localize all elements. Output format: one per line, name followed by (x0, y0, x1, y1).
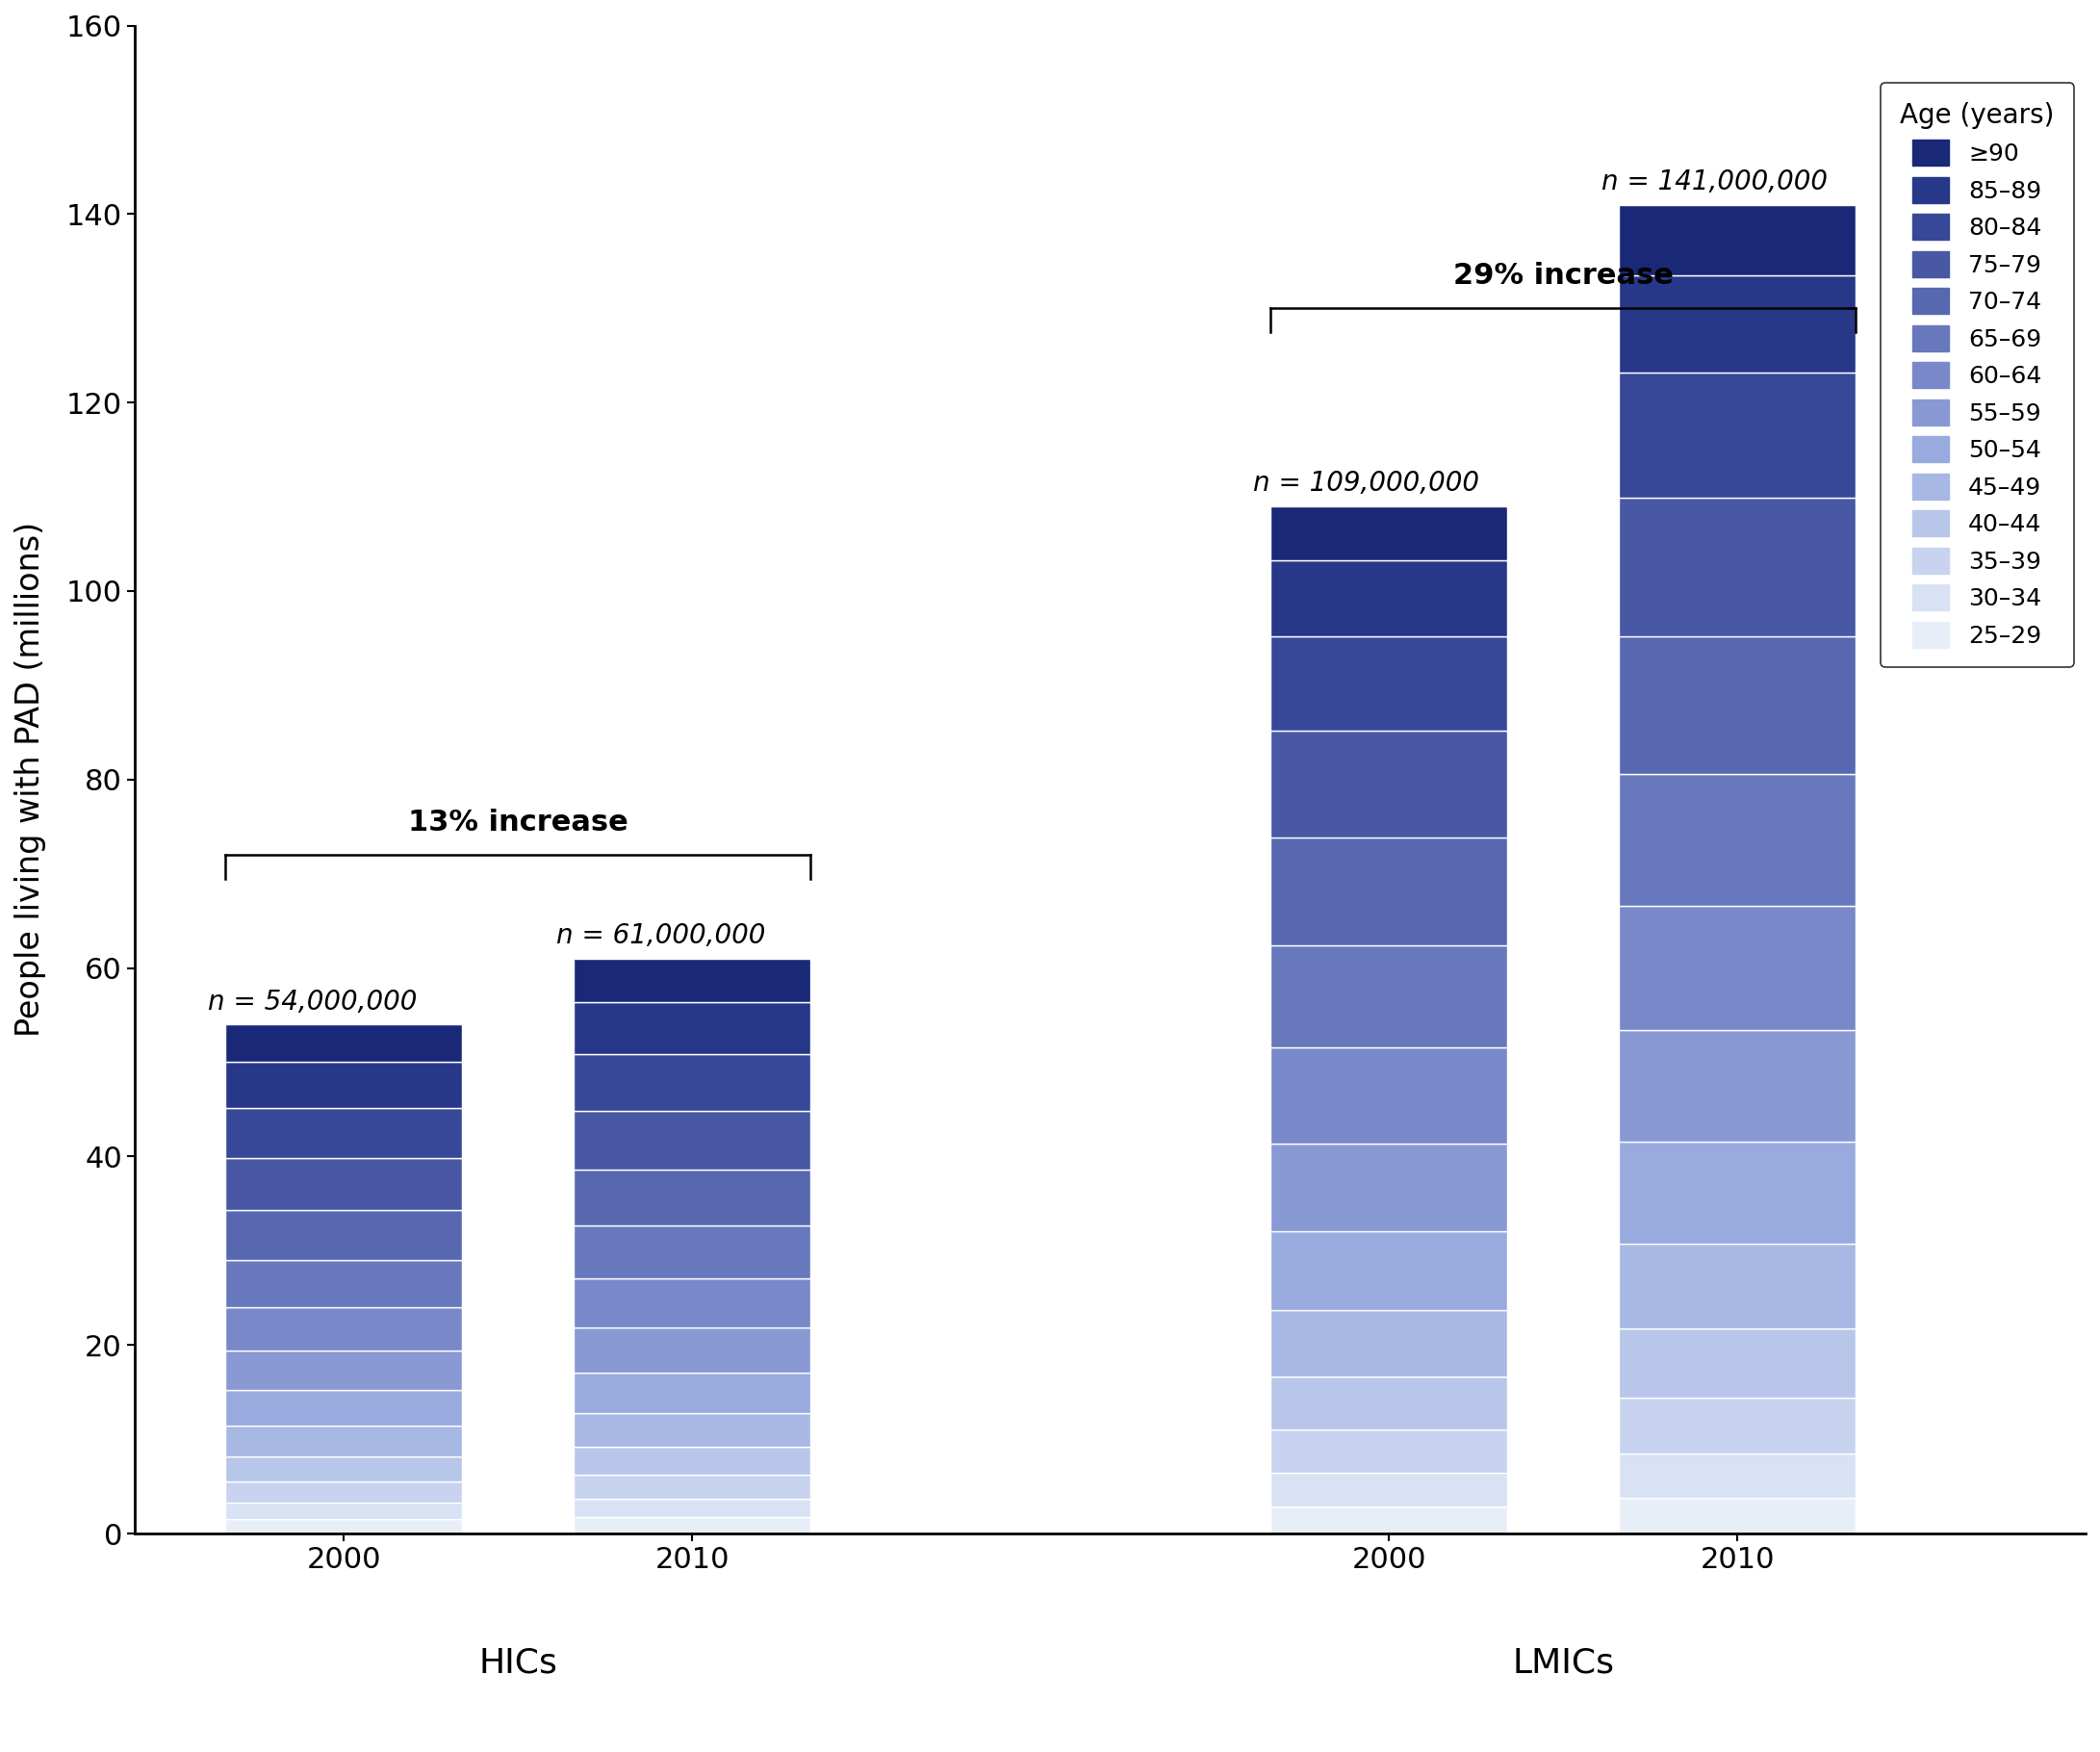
Text: HICs: HICs (479, 1647, 556, 1680)
Bar (1270, 731, 1508, 837)
Bar (225, 1307, 462, 1351)
Text: 29% increase: 29% increase (1453, 261, 1674, 289)
Bar (225, 1211, 462, 1260)
Bar (573, 1447, 811, 1475)
Text: n = 61,000,000: n = 61,000,000 (556, 922, 766, 950)
Bar (225, 1519, 462, 1533)
Bar (1270, 1232, 1508, 1310)
Bar (1619, 205, 1856, 275)
Bar (1619, 1244, 1856, 1328)
Bar (1270, 1144, 1508, 1232)
Bar (573, 1372, 811, 1412)
Bar (573, 1225, 811, 1279)
Bar (1619, 774, 1856, 906)
Bar (1619, 498, 1856, 636)
Bar (1619, 1142, 1856, 1244)
Bar (225, 1107, 462, 1158)
Bar (225, 1158, 462, 1211)
Text: n = 141,000,000: n = 141,000,000 (1602, 168, 1827, 194)
Bar (225, 1062, 462, 1107)
Bar (573, 1517, 811, 1533)
Bar (225, 1351, 462, 1391)
Bar (1270, 561, 1508, 636)
Bar (1619, 906, 1856, 1030)
Bar (1619, 1498, 1856, 1533)
Bar (1270, 944, 1508, 1048)
Text: 13% increase: 13% increase (407, 808, 628, 836)
Bar (1270, 1507, 1508, 1533)
Y-axis label: People living with PAD (millions): People living with PAD (millions) (15, 522, 46, 1037)
Bar (1619, 1454, 1856, 1498)
Bar (1270, 1430, 1508, 1473)
Legend: ≥90, 85–89, 80–84, 75–79, 70–74, 65–69, 60–64, 55–59, 50–54, 45–49, 40–44, 35–39: ≥90, 85–89, 80–84, 75–79, 70–74, 65–69, … (1882, 82, 2073, 668)
Bar (1270, 1473, 1508, 1507)
Text: LMICs: LMICs (1512, 1647, 1615, 1680)
Text: n = 54,000,000: n = 54,000,000 (208, 988, 418, 1014)
Bar (225, 1391, 462, 1426)
Bar (573, 1111, 811, 1170)
Bar (573, 1170, 811, 1225)
Bar (1619, 373, 1856, 498)
Bar (1619, 1030, 1856, 1142)
Bar (1270, 636, 1508, 731)
Bar (1619, 636, 1856, 774)
Bar (225, 1482, 462, 1503)
Bar (1270, 506, 1508, 561)
Bar (1619, 1328, 1856, 1398)
Bar (1270, 1377, 1508, 1430)
Bar (573, 1498, 811, 1517)
Bar (225, 1260, 462, 1307)
Bar (225, 1426, 462, 1456)
Bar (225, 1456, 462, 1482)
Bar (1270, 1048, 1508, 1144)
Bar (1270, 1310, 1508, 1377)
Bar (573, 958, 811, 1002)
Bar (573, 1412, 811, 1447)
Text: n = 109,000,000: n = 109,000,000 (1254, 470, 1478, 498)
Bar (1270, 837, 1508, 944)
Bar (225, 1503, 462, 1519)
Bar (573, 1002, 811, 1053)
Bar (573, 1053, 811, 1111)
Bar (1619, 275, 1856, 373)
Bar (225, 1025, 462, 1062)
Bar (1619, 1398, 1856, 1454)
Bar (573, 1279, 811, 1328)
Bar (573, 1328, 811, 1372)
Bar (573, 1475, 811, 1498)
